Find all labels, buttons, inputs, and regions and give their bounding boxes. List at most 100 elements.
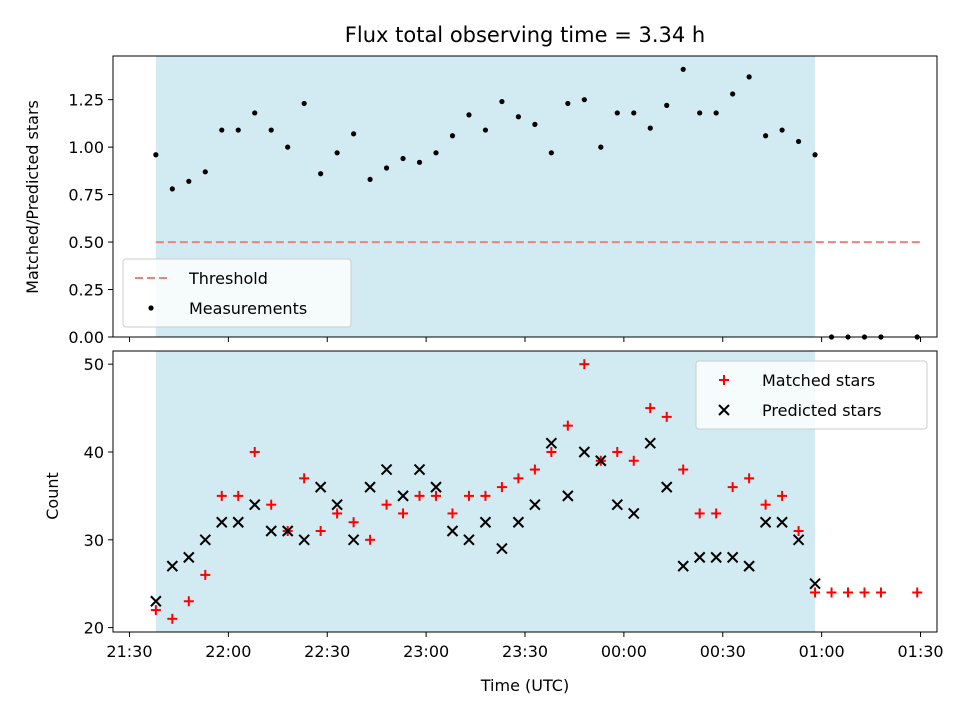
measurement-point xyxy=(367,176,373,183)
x-tick-label: 00:30 xyxy=(700,642,746,661)
predicted-stars-point xyxy=(792,534,805,546)
matched-stars-point xyxy=(546,446,557,457)
predicted-stars-point xyxy=(430,481,442,493)
matched-stars-point xyxy=(496,482,507,493)
measurement-point xyxy=(449,133,456,139)
matched-stars-point xyxy=(332,508,343,519)
matched-stars-point xyxy=(678,464,689,475)
ratio-panel: 0.00 0.25 0.50 0.75 1.00 1.25 Threshold Measure… xyxy=(68,55,938,347)
matched-stars-point xyxy=(216,490,227,501)
predicted-stars-point xyxy=(479,516,492,528)
predicted-stars-point xyxy=(298,534,310,546)
measurement-point xyxy=(532,121,538,127)
matched-stars-point xyxy=(299,473,310,484)
x-tick-label: 01:00 xyxy=(799,642,845,661)
measurement-point xyxy=(301,100,307,107)
predicted-stars-point xyxy=(529,498,541,511)
measurement-point xyxy=(334,150,340,156)
measurement-point xyxy=(186,178,192,184)
x-tick-label: 22:30 xyxy=(304,642,350,661)
predicted-stars-point xyxy=(249,498,261,511)
measurement-point xyxy=(598,144,604,150)
matched-stars-point xyxy=(562,420,573,431)
matched-stars-point xyxy=(513,473,524,484)
measurement-point xyxy=(730,91,736,97)
legend-predicted-stars-swatch xyxy=(718,404,730,416)
matched-stars-point xyxy=(529,464,540,475)
matched-stars-point xyxy=(859,587,870,598)
matched-stars-point xyxy=(398,508,409,519)
measurement-point xyxy=(202,169,208,175)
measurement-point xyxy=(515,114,522,120)
measurement-point xyxy=(795,138,802,145)
chart-title: Flux total observing time = 3.34 h xyxy=(345,23,705,47)
legend-measurements-label: Measurements xyxy=(189,299,307,318)
ratio-y-tick-label: 1.00 xyxy=(68,138,104,157)
matched-stars-point xyxy=(760,499,771,510)
x-tick-label: 23:00 xyxy=(403,642,449,661)
predicted-stars-point xyxy=(314,481,327,493)
predicted-stars-point xyxy=(347,534,360,546)
predicted-stars-point xyxy=(677,560,689,572)
measurement-point xyxy=(763,133,769,139)
predicted-stars-point xyxy=(562,490,574,502)
matched-stars-point xyxy=(183,596,194,607)
predicted-stars-point xyxy=(578,446,591,458)
predicted-stars-point xyxy=(644,437,656,449)
predicted-stars-point xyxy=(413,463,426,476)
predicted-stars-point xyxy=(743,560,755,572)
x-axis-label: Time (UTC) xyxy=(480,676,569,695)
ratio-y-tick-label: 0.50 xyxy=(68,233,104,252)
predicted-stars-point xyxy=(150,595,162,607)
matched-stars-point xyxy=(381,499,392,510)
matched-stars-point xyxy=(826,587,837,598)
ratio-legend: Threshold Measurements xyxy=(122,258,352,328)
predicted-stars-point xyxy=(166,560,179,572)
predicted-stars-point xyxy=(809,577,821,590)
x-tick-label: 01:30 xyxy=(897,642,943,661)
legend-predicted-stars-label: Predicted stars xyxy=(762,401,882,420)
legend-matched-stars-swatch xyxy=(719,375,729,385)
matched-stars-point xyxy=(200,569,211,580)
matched-stars-point xyxy=(777,490,788,501)
matched-stars-point xyxy=(167,613,178,624)
measurement-point xyxy=(219,127,225,133)
matched-stars-point xyxy=(579,359,590,370)
matched-stars-point xyxy=(875,587,886,598)
measurement-point xyxy=(614,110,620,116)
measurement-point xyxy=(416,159,423,165)
legend-threshold-label: Threshold xyxy=(188,269,268,288)
measurement-point xyxy=(351,131,357,137)
ratio-y-tick-label: 0.75 xyxy=(68,186,104,205)
matched-stars-point xyxy=(661,411,672,422)
predicted-stars-point xyxy=(380,463,393,476)
count-y-tick-label: 20 xyxy=(84,619,104,638)
count-legend: Matched stars Predicted stars xyxy=(695,360,928,430)
x-tick-label: 22:00 xyxy=(205,642,251,661)
predicted-stars-point xyxy=(710,551,722,564)
matched-stars-point xyxy=(843,587,854,598)
measurement-point xyxy=(631,110,637,116)
predicted-stars-point xyxy=(726,551,739,564)
predicted-stars-point xyxy=(397,490,409,502)
matched-stars-point xyxy=(645,403,656,414)
measurement-point xyxy=(664,102,670,108)
matched-stars-point xyxy=(463,490,474,501)
matched-stars-point xyxy=(744,473,755,484)
predicted-stars-point xyxy=(216,516,228,528)
measurement-point xyxy=(433,150,439,156)
ratio-y-tick-label: 1.25 xyxy=(68,91,104,110)
matched-stars-point xyxy=(431,490,442,501)
predicted-stars-point xyxy=(611,498,623,511)
predicted-stars-point xyxy=(628,507,640,520)
measurement-point xyxy=(466,112,472,118)
measurement-point xyxy=(713,110,719,116)
predicted-stars-point xyxy=(759,516,772,528)
bottom-y-axis-label: Count xyxy=(43,472,62,520)
matched-stars-point xyxy=(233,490,244,501)
x-tick-label: 23:30 xyxy=(502,642,548,661)
predicted-stars-point xyxy=(281,525,294,537)
matched-stars-point xyxy=(266,499,277,510)
matched-stars-point xyxy=(447,508,458,519)
